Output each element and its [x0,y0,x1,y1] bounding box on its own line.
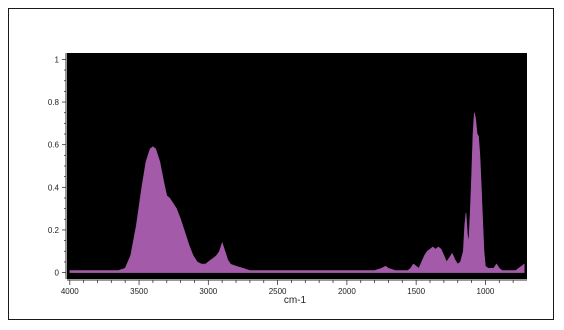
y-tick-label: 0.4 [48,183,60,192]
x-axis-title: cm-1 [284,295,307,306]
y-tick-label: 1 [55,55,60,64]
y-tick-label: 0.2 [48,226,60,235]
spectrum-chart: 0 0.2 0.4 0.6 0.8 1 4000 3500 3000 2500 2000 1500 10… [48,53,527,306]
x-tick-label: 2000 [338,287,356,296]
x-tick-label: 1000 [477,287,495,296]
x-tick-label: 3500 [130,287,148,296]
y-tick-label: 0.6 [48,141,60,150]
x-tick-label: 4000 [61,287,79,296]
y-tick-label: 0.8 [48,98,60,107]
x-tick-label: 3000 [199,287,217,296]
x-tick-label: 2500 [269,287,287,296]
x-tick-label: 1500 [407,287,425,296]
chart-frame: 0 0.2 0.4 0.6 0.8 1 4000 3500 3000 2500 2000 1500 10… [8,8,554,320]
spectrum-area [69,112,525,273]
y-tick-label: 0 [55,269,60,278]
